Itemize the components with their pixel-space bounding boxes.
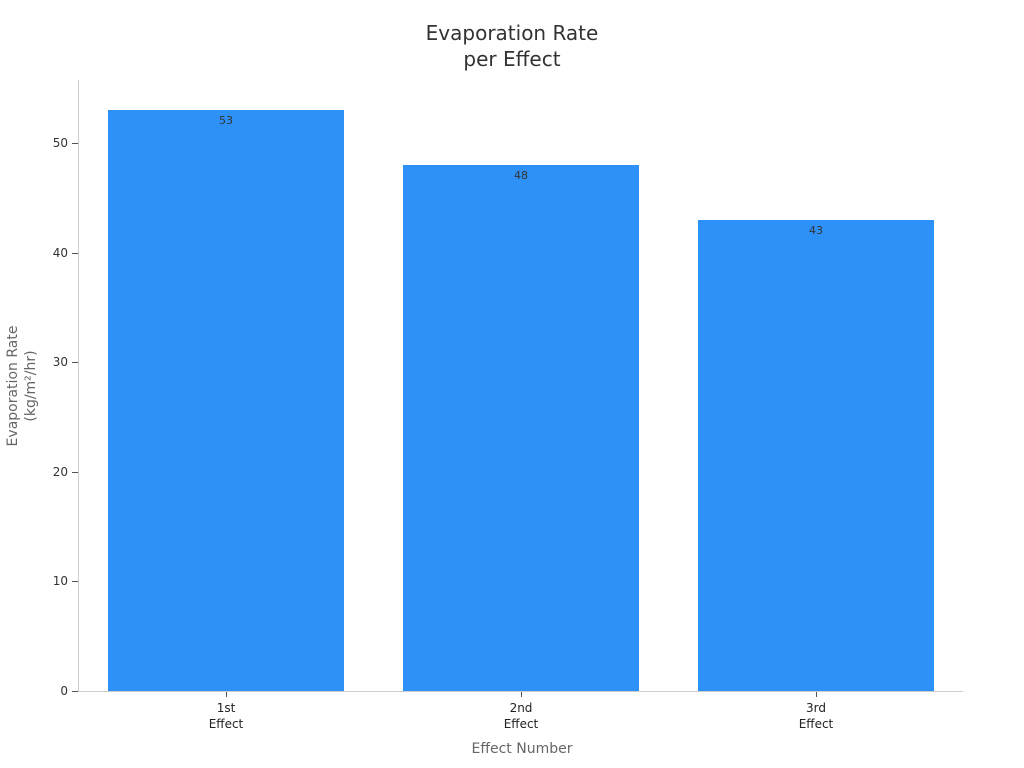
x-tick-label-line: Effect: [503, 717, 539, 731]
bar-data-label: 43: [809, 223, 823, 237]
bar: 53: [108, 110, 344, 691]
bar: 48: [403, 164, 639, 691]
x-tick-label-line: 3rd: [806, 701, 826, 715]
x-tick-label-line: Effect: [208, 717, 244, 731]
y-axis-line: [78, 80, 79, 692]
chart-title-line-2: per Effect: [463, 47, 561, 71]
y-tick-label: 50: [52, 136, 68, 150]
x-axis-line: [78, 691, 963, 692]
y-axis-label-line-1: Evaporation Rate: [5, 325, 21, 447]
y-tick-label: 20: [52, 464, 68, 479]
y-tick-mark: [72, 252, 78, 254]
y-axis-label-line-2: (kg/m²/hr): [23, 350, 39, 422]
y-tick-mark: [72, 471, 78, 473]
y-tick-mark: [72, 691, 78, 692]
x-tick-mark: [816, 692, 817, 697]
y-tick-label: 40: [52, 245, 68, 260]
y-tick-mark: [72, 581, 78, 583]
x-tick-label: 3rd Effect: [756, 700, 876, 732]
bar-data-label: 53: [219, 114, 233, 128]
y-tick-label: 10: [52, 574, 68, 589]
bar: 43: [698, 219, 934, 691]
x-tick-label-line: 1st: [216, 701, 236, 715]
x-axis-label: Effect Number: [471, 741, 573, 757]
x-tick-mark: [521, 692, 522, 697]
x-tick-label: 2nd Effect: [461, 700, 581, 732]
y-tick-label: 0: [60, 684, 68, 698]
x-tick-label-line: Effect: [798, 717, 834, 731]
y-tick-mark: [72, 143, 78, 144]
chart-title: Evaporation Rate per Effect: [0, 20, 1024, 72]
x-tick-label-line: 2nd: [509, 701, 533, 715]
bar-data-label: 48: [514, 168, 528, 182]
y-tick-mark: [72, 362, 78, 364]
chart-title-line-1: Evaporation Rate: [425, 21, 599, 45]
y-axis-label: Evaporation Rate (kg/m²/hr): [4, 326, 40, 447]
x-tick-label: 1st Effect: [166, 700, 286, 732]
y-tick-label: 30: [52, 355, 68, 370]
x-tick-mark: [226, 692, 227, 697]
